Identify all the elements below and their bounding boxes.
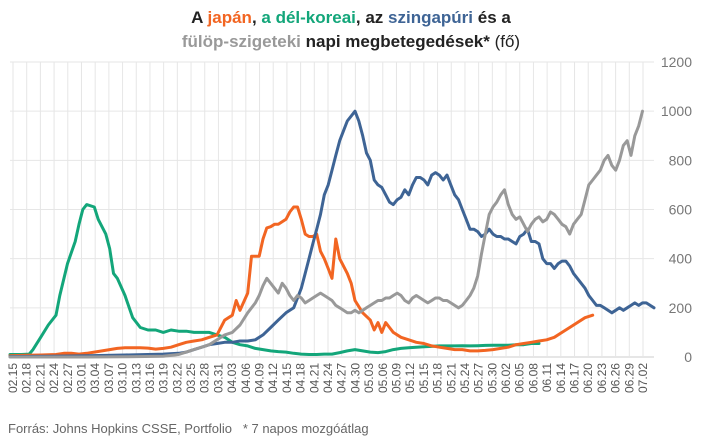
x-tick-label: 03.07 xyxy=(102,363,116,393)
x-tick-label: 04.15 xyxy=(280,363,294,393)
series-line-philippines xyxy=(8,109,644,359)
x-tick-label: 05.06 xyxy=(376,363,390,393)
x-tick-label: 04.30 xyxy=(348,363,362,393)
x-tick-label: 06.23 xyxy=(595,363,609,393)
y-tick-label: 1000 xyxy=(661,103,692,119)
series-lines xyxy=(8,109,656,359)
x-tick-label: 03.04 xyxy=(88,363,102,393)
series-line-korea xyxy=(8,203,541,356)
x-tick-label: 06.26 xyxy=(609,363,623,393)
source-footnote: Forrás: Johns Hopkins CSSE, Portfolio * … xyxy=(8,421,369,436)
x-tick-label: 03.01 xyxy=(74,363,88,393)
x-tick-label: 02.21 xyxy=(33,363,47,393)
x-tick-label: 02.18 xyxy=(20,363,34,393)
chart-title-line-1: A japán, a dél-koreai, az szingapúri és … xyxy=(0,7,702,29)
x-axis-ticks: 02.15 02.18 02.21 02.24 02.27 03.01 03.04 03.07… xyxy=(6,363,650,393)
x-tick-label: 04.24 xyxy=(321,363,335,393)
x-tick-label: 06.05 xyxy=(513,363,527,393)
x-tick-label: 04.12 xyxy=(266,363,280,393)
title-suffix-2: napi megbetegedések* xyxy=(300,32,490,51)
title-sep-2: , az xyxy=(355,8,389,27)
x-tick-label: 05.30 xyxy=(485,363,499,393)
x-tick-label: 05.21 xyxy=(444,363,458,393)
x-tick-label: 07.02 xyxy=(636,363,650,393)
x-tick-label: 03.10 xyxy=(116,363,130,393)
y-tick-label: 400 xyxy=(669,251,693,267)
x-tick-label: 05.18 xyxy=(431,363,445,393)
x-tick-label: 03.16 xyxy=(143,363,157,393)
title-philippines: fülöp-szigeteki xyxy=(181,32,301,51)
x-tick-label: 05.24 xyxy=(458,363,472,393)
x-tick-label: 04.03 xyxy=(225,363,239,393)
chart-title-line-2: fülöp-szigeteki napi megbetegedések* (fő… xyxy=(0,31,702,53)
x-tick-label: 05.03 xyxy=(362,363,376,393)
title-suffix-1: és a xyxy=(473,8,511,27)
x-tick-label: 04.21 xyxy=(307,363,321,393)
x-tick-label: 03.19 xyxy=(157,363,171,393)
x-tick-label: 06.29 xyxy=(622,363,636,393)
title-prefix: A xyxy=(191,8,208,27)
x-tick-label: 05.27 xyxy=(472,363,486,393)
title-unit: (fő) xyxy=(489,32,521,51)
x-tick-label: 06.14 xyxy=(554,363,568,393)
x-tick-label: 04.06 xyxy=(239,363,253,393)
series-line-singapore xyxy=(8,109,656,358)
gridlines xyxy=(10,61,654,358)
x-tick-label: 06.20 xyxy=(581,363,595,393)
x-tick-label: 06.02 xyxy=(499,363,513,393)
series-line-japan xyxy=(8,205,595,358)
title-korea: a dél-koreai xyxy=(261,8,356,27)
x-tick-label: 03.25 xyxy=(184,363,198,393)
y-tick-label: 200 xyxy=(669,300,693,316)
x-tick-label: 02.24 xyxy=(47,363,61,393)
x-tick-label: 04.18 xyxy=(294,363,308,393)
x-tick-label: 06.17 xyxy=(568,363,582,393)
title-japan: japán xyxy=(207,8,252,27)
x-tick-label: 06.11 xyxy=(540,363,554,392)
x-tick-label: 02.27 xyxy=(61,363,75,393)
x-tick-label: 05.15 xyxy=(417,363,431,393)
x-tick-label: 04.27 xyxy=(335,363,349,393)
y-tick-label: 0 xyxy=(684,349,692,365)
x-tick-label: 03.31 xyxy=(211,363,225,393)
y-axis-ticks: 0 200 400 600 800 1000 1200 xyxy=(661,54,692,365)
x-tick-label: 04.09 xyxy=(253,363,267,393)
title-sep-1: , xyxy=(251,8,262,27)
title-singapore: szingapúri xyxy=(388,8,474,27)
x-tick-label: 03.22 xyxy=(170,363,184,393)
x-tick-label: 06.08 xyxy=(526,363,540,393)
x-tick-label: 05.09 xyxy=(389,363,403,393)
x-tick-label: 02.15 xyxy=(6,363,20,393)
y-tick-label: 1200 xyxy=(661,54,692,70)
x-tick-label: 03.28 xyxy=(198,363,212,393)
x-tick-label: 05.12 xyxy=(403,363,417,393)
y-tick-label: 800 xyxy=(669,152,693,168)
y-tick-label: 600 xyxy=(669,202,693,218)
x-tick-label: 03.13 xyxy=(129,363,143,393)
